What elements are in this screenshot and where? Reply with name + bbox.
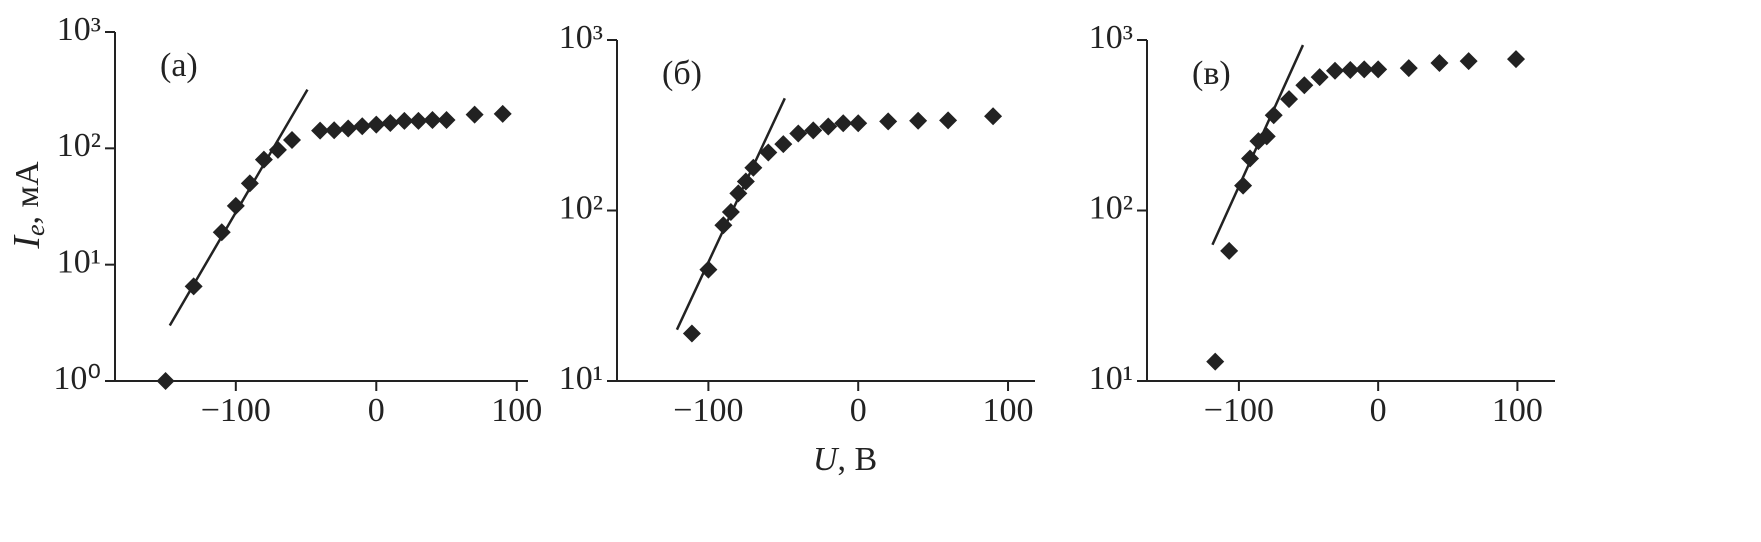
data-point [1430,53,1449,72]
data-point [409,111,428,130]
data-point [1369,60,1388,79]
data-point [367,115,386,134]
data-point [721,202,740,221]
data-point [1507,50,1526,69]
y-tick-label: 10³ [559,19,603,56]
y-tick-label: 10¹ [559,360,603,397]
panel-label: (в) [1192,55,1231,92]
y-tick-label: 10² [1089,189,1133,226]
y-tick-label: 10² [57,127,101,164]
x-tick-label: 0 [368,392,385,429]
data-point [283,130,301,149]
x-tick-label: 0 [850,392,867,429]
data-point [1220,241,1239,260]
data-point [879,112,898,131]
x-tick-label: 100 [1492,392,1543,429]
x-tick-label: −100 [673,392,743,429]
data-point [682,324,701,343]
x-axis-label: U, В [813,441,877,478]
data-point [353,117,372,136]
y-axis-label: Ie, мА [6,161,50,250]
data-point [1310,68,1329,87]
data-point [699,260,718,279]
data-point [1241,149,1260,168]
panel-label: (б) [662,55,702,92]
panel-label: (а) [160,47,198,84]
data-point [311,121,330,140]
data-point [819,117,838,136]
y-label-unit: , мА [9,161,46,225]
data-point [240,174,259,193]
y-tick-label: 10³ [1089,19,1133,56]
data-point [736,172,755,191]
data-point [423,111,442,130]
y-tick-label: 10⁰ [53,360,101,397]
axes [114,32,528,382]
data-point [804,121,823,140]
x-label-unit: , В [837,441,877,478]
data-point [909,111,928,130]
data-point [465,105,484,124]
data-point [493,104,512,123]
data-point [226,196,245,215]
data-point [939,111,958,130]
data-point [984,107,1003,126]
x-label-symbol: U [813,441,840,478]
data-point [1264,106,1283,125]
x-tick-label: −100 [201,392,271,429]
y-label-symbol: I [6,234,48,250]
data-point [212,223,231,242]
data-point [849,114,868,133]
y-tick-label: 10³ [57,11,101,48]
y-tick-label: 10¹ [57,243,101,280]
data-point [1399,59,1418,78]
data-point [268,140,287,159]
data-point [1459,52,1478,71]
data-point [744,158,763,177]
data-point [325,121,344,140]
x-tick-label: 0 [1370,392,1387,429]
x-tick-label: −100 [1204,392,1274,429]
data-point [1257,127,1276,146]
data-point [184,277,203,296]
data-point [1325,61,1344,80]
data-point [1234,176,1253,195]
data-point [1295,76,1314,95]
data-point [1280,90,1299,109]
data-point [834,114,853,133]
data-point [714,216,733,235]
data-point [339,119,358,138]
data-point [1206,352,1225,371]
data-point [774,135,793,154]
data-point [437,111,456,130]
data-point [254,150,273,169]
data-point [1355,60,1374,79]
data-point [395,111,414,130]
x-tick-label: 100 [983,392,1034,429]
y-tick-label: 10² [559,189,603,226]
y-tick-label: 10¹ [1089,360,1133,397]
data-point [381,114,400,133]
y-label-subscript: e [21,224,50,236]
data-point [156,372,175,390]
x-tick-label: 100 [491,392,542,429]
data-point [759,143,778,162]
data-point [729,184,748,203]
data-point [789,124,808,143]
data-point [1341,60,1360,79]
